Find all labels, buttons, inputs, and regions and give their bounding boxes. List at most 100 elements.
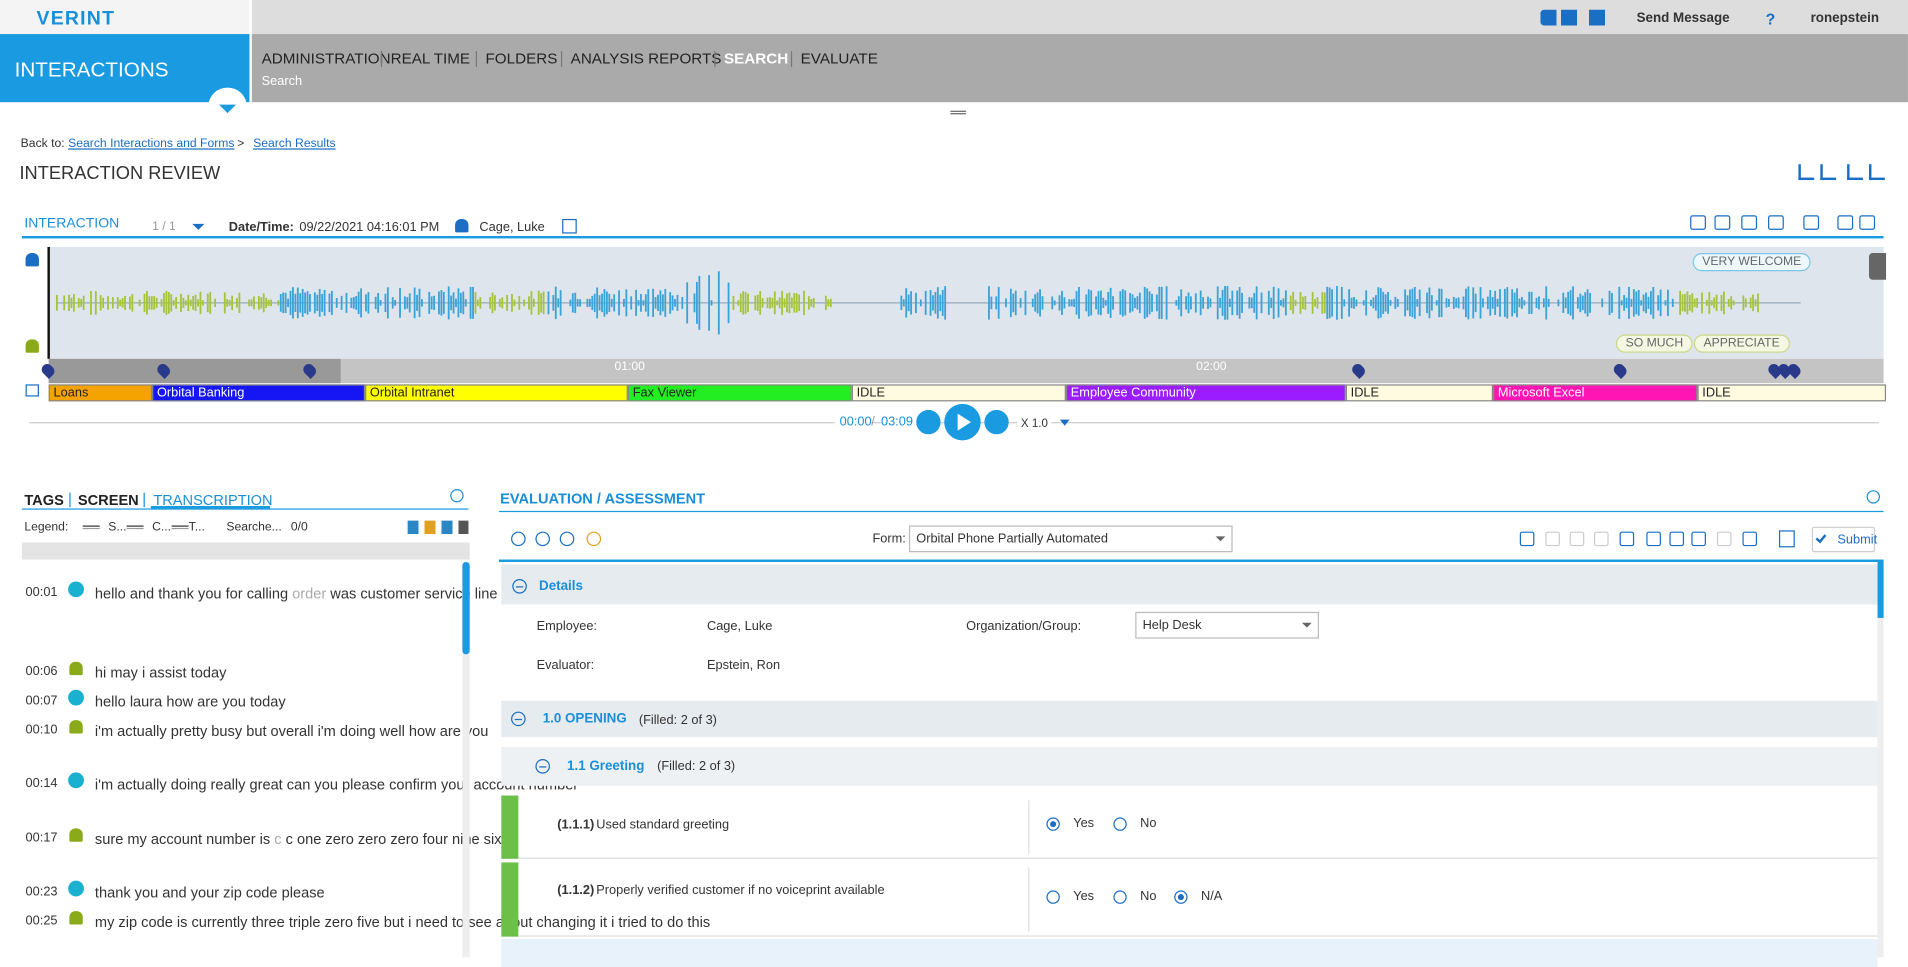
interaction-tool[interactable] [1714,215,1731,230]
wave-collapse[interactable] [1869,253,1887,280]
waveform-bar [807,296,810,310]
collapse-icon[interactable] [535,759,550,774]
nav-item[interactable]: SEARCH [723,49,789,67]
nav-item[interactable]: EVALUATE [800,49,878,67]
breadcrumb-link[interactable]: Search Interactions and Forms [68,137,235,151]
form-tool[interactable] [1691,531,1706,547]
waveform-bar [1749,297,1752,309]
info-button[interactable] [562,218,577,234]
phrase-bubble[interactable]: VERY WELCOME [1692,253,1811,272]
waveform-bar [321,293,324,312]
tab[interactable]: TAGS [24,491,64,509]
section-title[interactable]: 1.0 OPENING [542,711,627,727]
subnav[interactable]: Search [261,74,303,89]
tab[interactable]: TRANSCRIPTION [153,491,273,509]
legend-item[interactable]: T... [188,520,205,534]
waveform-bar [1618,286,1621,319]
nav-item[interactable]: ANALYSIS REPORTS [570,49,722,67]
collapse-minus [515,585,524,588]
interaction-tool[interactable] [1768,215,1784,230]
waveform-bar [452,292,455,314]
waveform-bar [698,275,701,330]
legend-search[interactable]: Searche... [226,520,282,534]
interaction-tool[interactable] [1741,215,1758,230]
form-tool[interactable] [1545,531,1560,547]
tab-separator [143,492,145,508]
stop-button[interactable] [916,409,941,435]
radio-button[interactable] [1113,817,1127,831]
form-tool[interactable] [1669,531,1685,547]
subsection-title[interactable]: 1.1 Greeting [567,759,645,774]
app-segment: Orbital Intranet [365,384,628,402]
screen-icon [25,384,39,397]
waveform-bar [608,293,611,313]
waveform-bar [68,294,70,312]
radio-button[interactable] [1046,890,1060,904]
waveform-bar [267,299,270,307]
eval-tool[interactable] [586,531,602,547]
waveform-bar [494,295,496,311]
review-action[interactable] [1798,164,1815,181]
phrase-bubble[interactable]: SO MUCH [1615,334,1693,353]
help[interactable]: ? [1765,9,1776,28]
nav-item[interactable]: REAL TIME [390,49,471,67]
legend-item[interactable]: S... [108,520,127,534]
nav-item[interactable]: ADMINISTRATION [261,49,391,67]
interaction-tool[interactable] [1859,215,1876,230]
calculator[interactable] [1778,530,1795,548]
tab[interactable]: SCREEN [77,491,139,509]
breadcrumb-link[interactable]: Search Results [253,137,336,151]
collapse-icon[interactable] [512,579,527,594]
review-action[interactable] [1847,164,1863,181]
transcript-segment: c one zero zero zero four nine six [281,830,502,848]
radio-button[interactable] [1113,890,1127,904]
eval-scroll-thumb[interactable] [1877,561,1884,618]
legend-item[interactable]: C... [152,520,172,534]
speed[interactable]: X 1.0 [1017,417,1052,431]
waveform-bar [907,294,910,312]
send-message[interactable]: Send Message [1636,10,1730,26]
form-tool[interactable] [1646,531,1661,547]
nav-separator [790,51,793,67]
eval-tool[interactable] [559,531,575,547]
user[interactable]: ronepstein [1810,10,1880,26]
review-action[interactable] [1869,164,1885,181]
eval-tool[interactable] [511,531,526,547]
collapse-row[interactable] [21,542,470,560]
org-select[interactable]: Help Desk [1135,611,1320,639]
collapse-icon[interactable] [511,711,526,727]
interaction-tool[interactable] [1690,215,1706,230]
transcript-scroll-thumb[interactable] [462,561,470,655]
form-tool[interactable] [1594,531,1609,547]
phrase-bubble[interactable]: APPRECIATE [1693,334,1790,353]
waveform-bar [1314,299,1316,307]
volume-button[interactable] [984,409,1009,435]
interaction-tool[interactable] [1837,215,1854,230]
waveform-bar [1486,296,1489,310]
waveform-bar [73,294,75,312]
count-dropdown[interactable] [192,223,205,230]
form-select[interactable]: Orbital Phone Partially Automated [908,525,1233,553]
details-title[interactable]: Details [539,579,583,594]
form-tool[interactable] [1519,531,1535,547]
form-tool[interactable] [1742,531,1758,547]
form-tool[interactable] [1569,531,1585,547]
question-divider [1028,867,1030,932]
agent-icon [455,218,469,233]
speed-dropdown[interactable] [1059,419,1070,426]
tab-help[interactable] [450,488,464,503]
waveform-bar [287,298,289,308]
interaction-tool[interactable] [1803,215,1820,230]
review-action[interactable] [1820,164,1837,181]
form-tool[interactable] [1716,531,1732,547]
eval-help[interactable] [1866,490,1880,504]
waveform-bar [1474,293,1477,313]
nav-item[interactable]: FOLDERS [485,49,558,67]
waveform-bar [1175,300,1178,306]
waveform-bar [1637,289,1640,316]
form-tool[interactable] [1619,531,1635,547]
eval-tool[interactable] [535,531,550,547]
eval-scrollbar [1877,561,1884,958]
submit-button[interactable]: Submit [1811,526,1877,553]
option-label: Yes [1073,889,1095,904]
